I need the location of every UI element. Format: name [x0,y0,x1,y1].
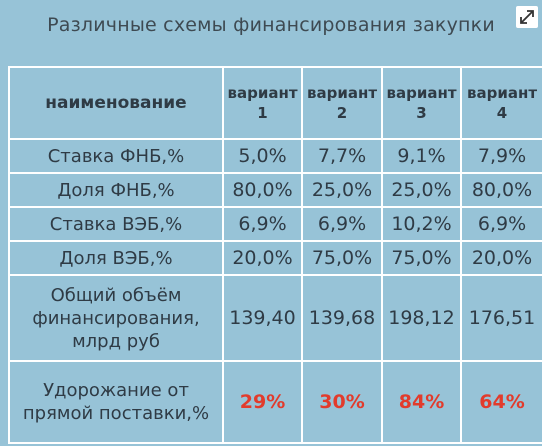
cell-value: 25,0% [301,172,383,208]
highlight-value: 64% [460,360,542,444]
cell-value: 139,68 [301,274,383,362]
table-row: Удорожание от прямой поставки,% 29% 30% 8… [8,360,542,444]
table-row: Общий объём финансирования, млрд руб 139,4… [8,274,542,362]
row-label: Доля ВЭБ,% [8,240,224,276]
cell-value: 198,12 [381,274,462,362]
cell-value: 7,7% [301,138,383,174]
header-name: наименование [8,66,224,140]
header-row: наименование вариант 1 вариант 2 вариант 3 … [8,66,542,140]
table-row: Доля ФНБ,% 80,0% 25,0% 25,0% 80,0% [8,172,542,208]
cell-value: 75,0% [301,240,383,276]
cell-value: 6,9% [460,206,542,242]
highlight-value: 30% [301,360,383,444]
cell-value: 75,0% [381,240,462,276]
table-row: Ставка ВЭБ,% 6,9% 6,9% 10,2% 6,9% [8,206,542,242]
cell-value: 176,51 [460,274,542,362]
cell-value: 7,9% [460,138,542,174]
cell-value: 80,0% [460,172,542,208]
cell-value: 139,40 [222,274,303,362]
row-label: Доля ФНБ,% [8,172,224,208]
cell-value: 20,0% [222,240,303,276]
highlight-value: 84% [381,360,462,444]
header-variant-2: вариант 2 [301,66,383,140]
cell-value: 6,9% [301,206,383,242]
header-variant-1: вариант 1 [222,66,303,140]
row-label: Ставка ВЭБ,% [8,206,224,242]
cell-value: 20,0% [460,240,542,276]
cell-value: 25,0% [381,172,462,208]
cell-value: 80,0% [222,172,303,208]
cell-value: 10,2% [381,206,462,242]
cell-value: 9,1% [381,138,462,174]
cell-value: 6,9% [222,206,303,242]
cell-value: 5,0% [222,138,303,174]
header-variant-4: вариант 4 [460,66,542,140]
highlight-value: 29% [222,360,303,444]
table-row: Ставка ФНБ,% 5,0% 7,7% 9,1% 7,9% [8,138,542,174]
financing-table: наименование вариант 1 вариант 2 вариант 3 … [8,66,542,444]
row-label: Общий объём финансирования, млрд руб [8,274,224,362]
expand-icon[interactable] [516,6,538,28]
page-title: Различные схемы финансирования закупки [47,14,495,36]
row-label: Удорожание от прямой поставки,% [8,360,224,444]
table-row: Доля ВЭБ,% 20,0% 75,0% 75,0% 20,0% [8,240,542,276]
header-variant-3: вариант 3 [381,66,462,140]
row-label: Ставка ФНБ,% [8,138,224,174]
